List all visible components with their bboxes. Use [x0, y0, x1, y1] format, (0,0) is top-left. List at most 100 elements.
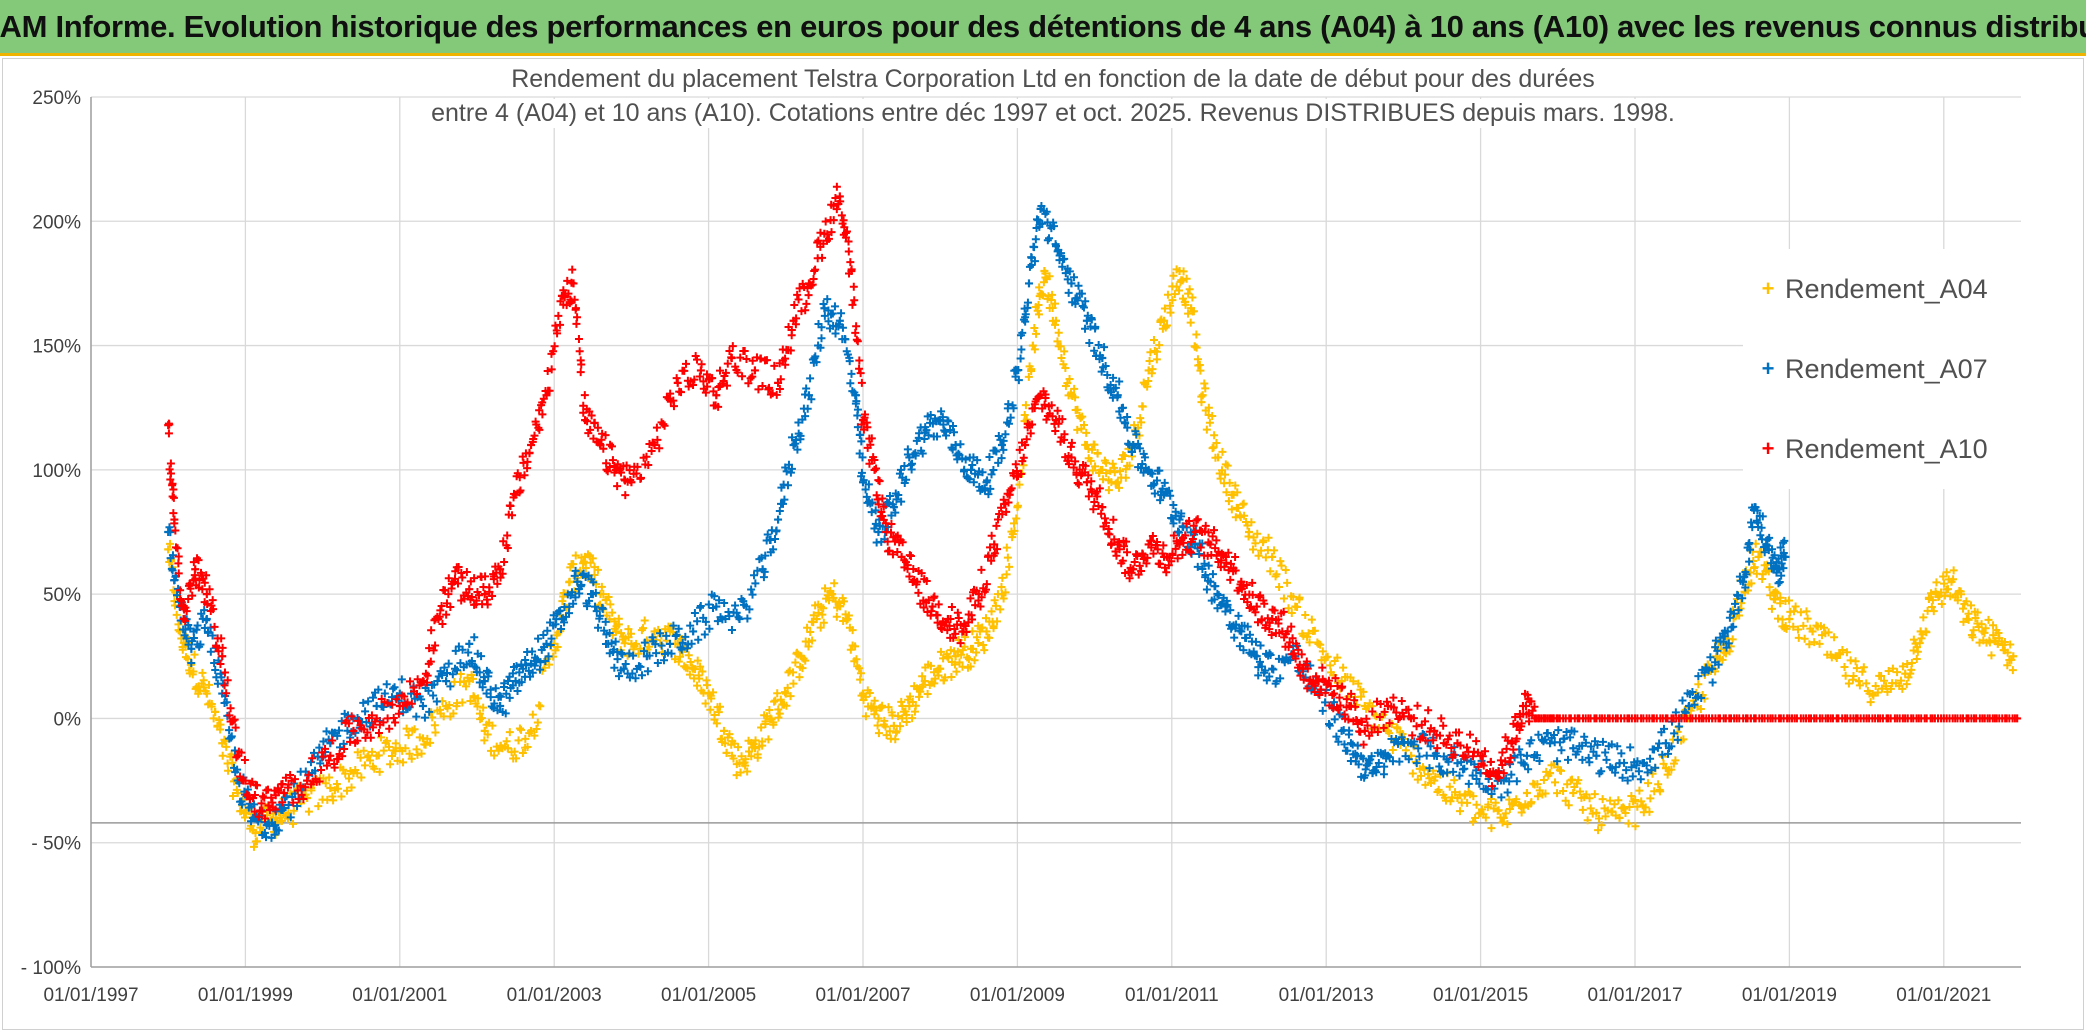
scatter-marker: [1646, 754, 1655, 763]
scatter-marker: [643, 667, 652, 676]
scatter-marker: [1179, 267, 1188, 276]
scatter-marker: [697, 360, 706, 369]
scatter-marker: [433, 677, 442, 686]
scatter-marker: [1216, 474, 1225, 483]
scatter-marker: [1102, 518, 1111, 527]
data-point: [187, 644, 196, 653]
scatter-marker: [1239, 499, 1248, 508]
scatter-marker: [182, 634, 191, 643]
scatter-marker: [1221, 470, 1230, 479]
scatter-marker: [366, 756, 375, 765]
scatter-marker: [1196, 366, 1205, 375]
scatter-marker: [1004, 498, 1013, 507]
scatter-marker: [1637, 797, 1646, 806]
scatter-marker: [1202, 585, 1211, 594]
scatter-marker: [1729, 622, 1738, 631]
scatter-marker: [1392, 735, 1401, 744]
scatter-marker: [1351, 749, 1360, 758]
data-point: [1198, 391, 1207, 400]
data-point: [442, 677, 451, 686]
scatter-marker: [1557, 746, 1566, 755]
scatter-marker: [1073, 405, 1082, 414]
scatter-marker: [585, 596, 594, 605]
scatter-marker: [1675, 722, 1684, 731]
scatter-marker: [230, 746, 239, 755]
scatter-marker: [846, 645, 855, 654]
scatter-marker: [1024, 372, 1033, 381]
scatter-marker: [589, 578, 598, 587]
scatter-marker: [164, 419, 173, 428]
scatter-marker: [1155, 341, 1164, 350]
scatter-marker: [1880, 676, 1889, 685]
scatter-marker: [1359, 687, 1368, 696]
scatter-marker: [811, 265, 820, 274]
scatter-marker: [1519, 759, 1528, 768]
scatter-marker: [1487, 782, 1496, 791]
scatter-marker: [1517, 808, 1526, 817]
scatter-marker: [181, 616, 190, 625]
scatter-marker: [1303, 664, 1312, 673]
scatter-marker: [1667, 765, 1676, 774]
scatter-marker: [812, 358, 821, 367]
scatter-marker: [322, 727, 331, 736]
scatter-marker: [353, 716, 362, 725]
scatter-marker: [705, 624, 714, 633]
data-point: [1098, 503, 1107, 512]
scatter-marker: [549, 347, 558, 356]
scatter-marker: [174, 559, 183, 568]
scatter-marker: [1559, 787, 1568, 796]
scatter-marker: [1160, 478, 1169, 487]
scatter-marker: [1379, 770, 1388, 779]
scatter-marker: [569, 560, 578, 569]
scatter-marker: [523, 742, 532, 751]
scatter-marker: [1501, 809, 1510, 818]
scatter-marker: [1984, 615, 1993, 624]
scatter-marker: [321, 779, 330, 788]
scatter-marker: [226, 704, 235, 713]
scatter-marker: [1503, 820, 1512, 829]
scatter-marker: [1336, 701, 1345, 710]
scatter-marker: [734, 743, 743, 752]
y-tick-label: 50%: [43, 585, 81, 606]
scatter-marker: [232, 753, 241, 762]
scatter-marker: [538, 398, 547, 407]
scatter-marker: [1633, 757, 1642, 766]
scatter-marker: [1776, 593, 1785, 602]
scatter-marker: [1217, 556, 1226, 565]
scatter-marker: [766, 536, 775, 545]
scatter-marker: [547, 365, 556, 374]
scatter-marker: [1497, 793, 1506, 802]
scatter-marker: [1455, 728, 1464, 737]
scatter-marker: [992, 521, 1001, 530]
scatter-marker: [1379, 723, 1388, 732]
scatter-marker: [500, 742, 509, 751]
scatter-marker: [1610, 800, 1619, 809]
scatter-marker: [847, 265, 856, 274]
scatter-marker: [1342, 703, 1351, 712]
scatter-marker: [978, 468, 987, 477]
scatter-marker: [966, 594, 975, 603]
scatter-marker: [1156, 496, 1165, 505]
data-point: [1569, 744, 1578, 753]
scatter-marker: [1233, 488, 1242, 497]
scatter-marker: [1330, 715, 1339, 724]
scatter-marker: [556, 606, 565, 615]
scatter-marker: [1690, 700, 1699, 709]
scatter-marker: [1014, 376, 1023, 385]
scatter-marker: [431, 728, 440, 737]
scatter-marker: [888, 550, 897, 559]
scatter-marker: [293, 786, 302, 795]
scatter-marker: [1385, 753, 1394, 762]
legend-label-a10: Rendement_A10: [1785, 433, 1988, 464]
scatter-marker: [852, 335, 861, 344]
scatter-marker: [1049, 222, 1058, 231]
scatter-marker: [535, 425, 544, 434]
scatter-marker: [1171, 544, 1180, 553]
scatter-marker: [1332, 732, 1341, 741]
scatter-marker: [1607, 740, 1616, 749]
data-point: [218, 652, 227, 661]
scatter-marker: [1714, 660, 1723, 669]
scatter-marker: [1077, 289, 1086, 298]
scatter-marker: [1516, 750, 1525, 759]
scatter-marker: [885, 499, 894, 508]
